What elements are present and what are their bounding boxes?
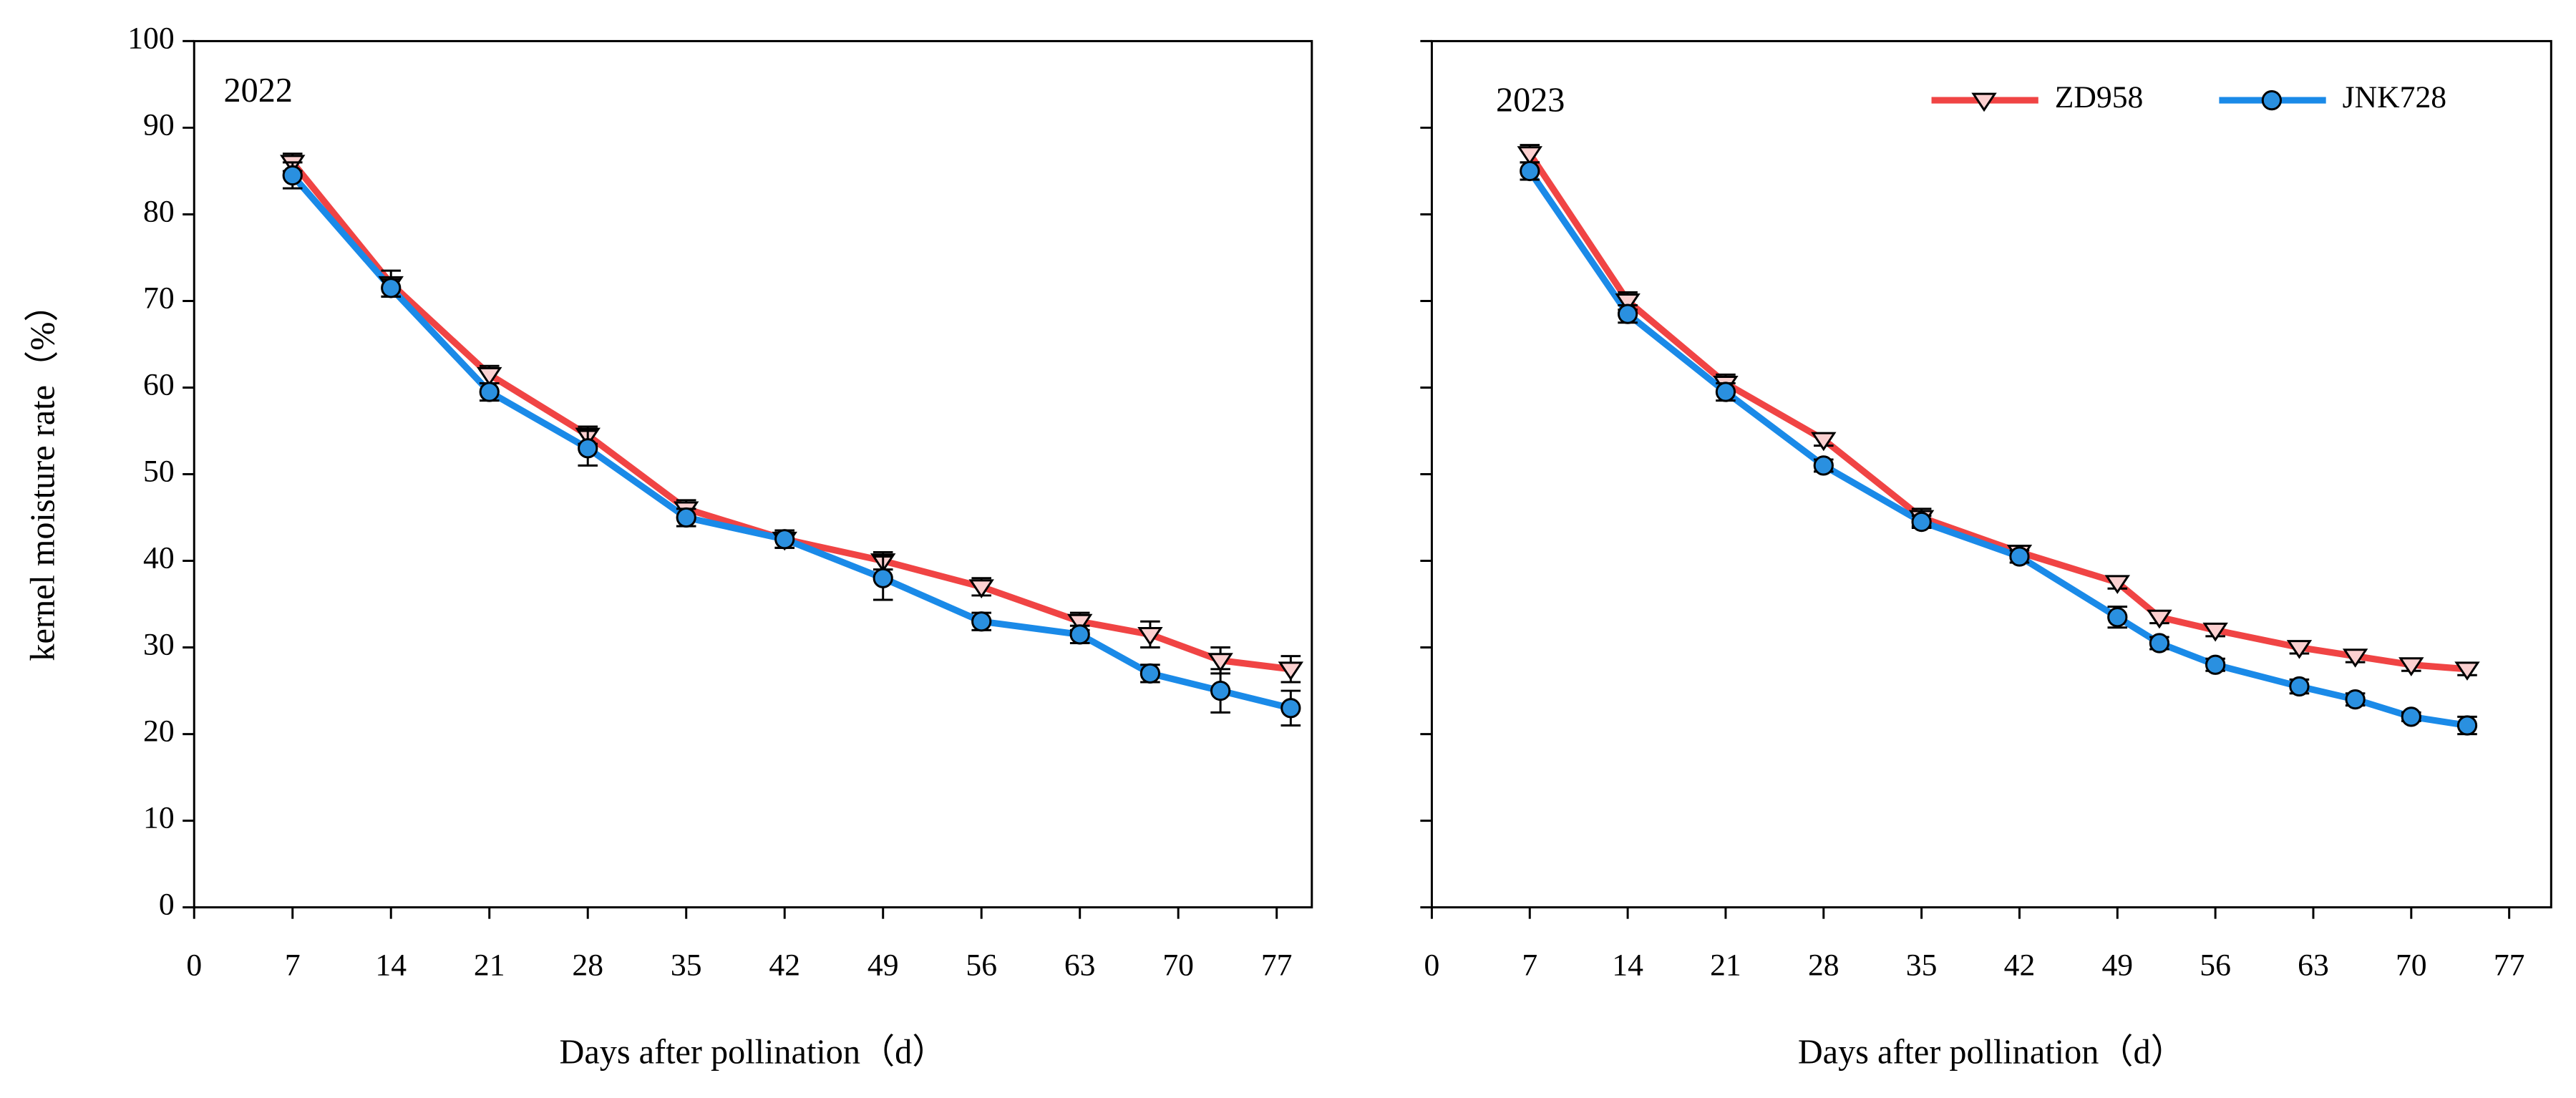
marker <box>1715 382 1736 402</box>
y-tick-label: 10 <box>143 801 175 835</box>
y-axis-label: kernel moisture rate（%） <box>24 287 62 661</box>
marker <box>2289 676 2310 697</box>
marker <box>2104 575 2131 594</box>
marker <box>2342 648 2368 668</box>
y-tick-label: 0 <box>159 888 175 922</box>
panel-label: 2022 <box>224 72 293 110</box>
x-tick-label: 35 <box>1906 948 1938 983</box>
marker <box>2286 640 2313 659</box>
marker <box>1517 146 1542 165</box>
marker <box>1617 303 1638 324</box>
x-tick-label: 70 <box>2396 948 2427 983</box>
marker <box>2205 654 2226 675</box>
x-tick-label: 0 <box>186 948 202 983</box>
marker <box>1207 653 1233 672</box>
plot-frame <box>193 39 1313 909</box>
legend-label: JNK728 <box>2343 80 2446 115</box>
marker <box>1069 624 1090 645</box>
y-tick-label: 30 <box>143 628 175 662</box>
plot-frame <box>1430 39 2552 909</box>
marker <box>1210 680 1231 701</box>
x-tick-label: 21 <box>474 948 505 983</box>
marker <box>873 568 893 588</box>
marker <box>968 579 994 598</box>
marker <box>1066 613 1093 633</box>
marker <box>676 507 696 528</box>
series-line <box>1527 152 2468 673</box>
panel-label: 2023 <box>1496 82 1565 120</box>
marker <box>2401 706 2421 727</box>
marker <box>2202 622 2228 642</box>
x-tick-label: 7 <box>285 948 301 983</box>
marker <box>1280 698 1301 719</box>
x-tick-label: 28 <box>572 948 603 983</box>
x-tick-label: 7 <box>1522 948 1537 983</box>
marker <box>2398 657 2424 676</box>
x-tick-label: 77 <box>1261 948 1293 983</box>
x-tick-label: 0 <box>1424 948 1440 983</box>
marker <box>282 165 303 186</box>
marker <box>774 529 795 550</box>
marker <box>1813 455 1834 476</box>
marker <box>477 366 502 387</box>
x-tick-label: 35 <box>671 948 702 983</box>
y-tick-label: 60 <box>143 368 175 402</box>
marker <box>2009 546 2030 567</box>
series-line <box>290 173 1292 711</box>
marker <box>2149 633 2170 654</box>
marker <box>1520 160 1540 182</box>
legend-label: ZD958 <box>2055 80 2144 115</box>
series-line <box>290 160 1291 673</box>
marker <box>971 611 992 632</box>
x-axis-label: Days after pollination（d） <box>1798 1033 2185 1071</box>
series-line <box>1527 169 2468 729</box>
marker <box>2454 661 2480 681</box>
x-tick-label: 28 <box>1808 948 1839 983</box>
x-axis-label: Days after pollination（d） <box>560 1033 947 1071</box>
x-tick-label: 42 <box>769 948 800 983</box>
marker <box>578 438 598 459</box>
x-tick-label: 14 <box>1612 948 1643 983</box>
y-tick-label: 100 <box>127 21 174 55</box>
marker <box>2345 689 2366 710</box>
x-tick-label: 63 <box>2298 948 2329 983</box>
y-tick-label: 90 <box>143 107 175 142</box>
x-tick-label: 77 <box>2494 948 2525 983</box>
x-tick-label: 42 <box>2004 948 2036 983</box>
marker <box>2147 609 2172 629</box>
legend-marker <box>2261 89 2283 111</box>
x-tick-label: 63 <box>1064 948 1096 983</box>
x-tick-label: 70 <box>1162 948 1194 983</box>
x-tick-label: 49 <box>2101 948 2133 983</box>
x-tick-label: 49 <box>867 948 899 983</box>
marker <box>479 382 500 402</box>
marker <box>381 278 402 298</box>
y-tick-label: 50 <box>143 455 175 489</box>
marker <box>1615 293 1641 313</box>
x-tick-label: 56 <box>2200 948 2231 983</box>
y-tick-label: 20 <box>143 714 175 749</box>
marker <box>1139 663 1161 684</box>
marker <box>1137 626 1163 646</box>
marker <box>2456 715 2478 736</box>
marker <box>1278 661 1304 681</box>
marker <box>1911 511 1932 533</box>
y-tick-label: 70 <box>143 281 175 315</box>
x-tick-label: 21 <box>1710 948 1741 983</box>
legend-marker <box>1971 92 1997 112</box>
x-tick-label: 56 <box>966 948 997 983</box>
x-tick-label: 14 <box>375 948 407 983</box>
y-tick-label: 80 <box>143 194 175 228</box>
y-tick-label: 40 <box>143 541 175 575</box>
marker <box>1811 432 1837 452</box>
marker <box>2107 607 2128 628</box>
